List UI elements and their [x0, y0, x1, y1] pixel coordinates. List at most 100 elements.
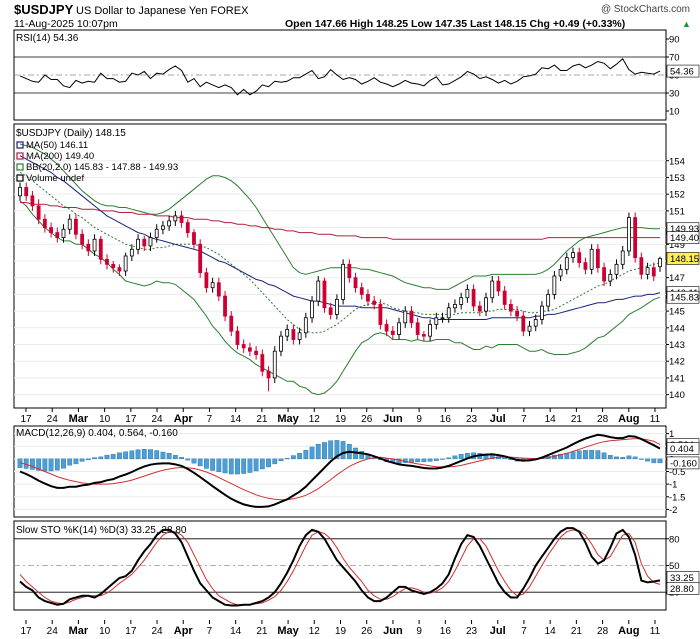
- macd-histogram-bar: [589, 450, 595, 460]
- candle-body: [359, 287, 364, 295]
- candle-body: [86, 243, 91, 252]
- x-axis-bottom-label: Apr: [174, 625, 194, 637]
- macd-histogram-bar: [36, 458, 42, 471]
- candle-body: [595, 248, 600, 269]
- quote-line: Open 147.66 High 148.25 Low 147.35 Last …: [285, 18, 625, 30]
- candle-body: [74, 218, 78, 235]
- x-axis-bottom: 17 24 Mar 10 17 24 Apr 7 14 21 May 12 19 26 Jun 9 16 23 Ju…: [20, 620, 661, 637]
- price-tag-box: [666, 231, 700, 244]
- x-axis-bottom-label: Jul: [490, 625, 506, 637]
- macd-histogram-bar: [148, 449, 153, 460]
- macd-histogram-bar: [272, 458, 278, 465]
- candle-body: [471, 288, 476, 307]
- candle-body: [24, 187, 29, 197]
- price-tick-label: 141: [669, 373, 685, 384]
- macd-histogram-bar: [297, 453, 303, 460]
- candle-body: [235, 330, 240, 345]
- candle-body: [378, 304, 383, 325]
- candle-body: [564, 257, 569, 270]
- candle-body: [465, 288, 470, 299]
- macd-histogram-bar: [309, 446, 315, 460]
- macd-histogram-bar: [657, 458, 663, 464]
- candle-body: [61, 228, 66, 238]
- symbol-title: $USDJPY: [14, 2, 74, 17]
- macd-histogram-bar: [172, 455, 178, 460]
- candle-body: [328, 307, 333, 315]
- macd-histogram-bar: [620, 457, 626, 460]
- candle-body: [490, 280, 495, 299]
- candle-body: [446, 307, 451, 319]
- macd-histogram-bar: [110, 454, 116, 460]
- macd-histogram-bar: [614, 456, 619, 460]
- macd-histogram-bar: [191, 458, 197, 464]
- price-tick-label: 145: [669, 307, 685, 318]
- candle-body: [210, 282, 215, 289]
- macd-histogram-bar: [216, 458, 222, 472]
- x-axis-top-label: 21: [571, 414, 583, 425]
- x-axis-top-label: Mar: [69, 413, 89, 425]
- macd-tick-label: -1: [669, 480, 677, 491]
- sto-value-tag-label: 33.25: [670, 573, 694, 584]
- x-axis-bottom-label: 10: [99, 626, 111, 637]
- x-axis-bottom-label: 28: [597, 626, 609, 637]
- candle-body: [179, 215, 184, 223]
- price-tick-label: 152: [669, 190, 685, 201]
- candle-body: [477, 305, 482, 312]
- x-axis-top-label: 12: [309, 414, 321, 425]
- x-axis-top-label: 14: [545, 414, 557, 425]
- x-axis-top-label: 26: [361, 414, 373, 425]
- candle-body: [285, 329, 290, 337]
- macd-histogram-bar: [30, 458, 35, 470]
- macd-value-tag-box: [666, 456, 700, 470]
- macd-histogram-bar: [334, 440, 340, 460]
- macd-tick-label: -2: [669, 505, 677, 516]
- legend-swatch: [16, 163, 24, 171]
- candle-body: [403, 310, 408, 324]
- price-panel: 1541531521511501491481471461451441431421…: [13, 123, 700, 409]
- legend-entry: Volume undef: [26, 173, 84, 184]
- candle-body: [651, 267, 656, 277]
- x-axis-bottom-label: Aug: [618, 625, 639, 637]
- candle-body: [55, 232, 60, 239]
- candle-body: [30, 195, 35, 207]
- bb-lower-line: [19, 200, 661, 396]
- x-axis-top-label: Apr: [174, 413, 194, 425]
- macd-histogram-bar: [222, 458, 228, 474]
- sto-label: Slow STO %K(14) %D(3) 33.25, 28.80: [16, 525, 187, 536]
- bb-middle-line: [19, 171, 661, 334]
- sto-k-line: [19, 527, 661, 607]
- macd-histogram-bar: [154, 450, 160, 460]
- macd-value-tag-label: 0.404: [670, 444, 694, 455]
- macd-histogram-bar: [409, 458, 414, 463]
- macd-histogram-bar: [440, 458, 445, 460]
- macd-signal-line: [19, 438, 661, 501]
- price-tick-label: 149: [669, 240, 685, 251]
- macd-histogram-bar: [117, 452, 122, 460]
- macd-histogram-bar: [129, 450, 135, 460]
- candle-body: [558, 268, 563, 277]
- candle-body: [322, 280, 327, 309]
- macd-histogram-bar: [160, 451, 166, 460]
- candle-body: [198, 243, 203, 274]
- macd-histogram-bar: [446, 457, 452, 460]
- candle-body: [620, 250, 625, 265]
- sto-d-line: [19, 529, 661, 606]
- candle-body: [148, 237, 153, 247]
- candle-body: [310, 300, 314, 319]
- candle-body: [173, 215, 178, 222]
- macd-histogram-bar: [340, 441, 346, 460]
- candle-body: [589, 248, 594, 270]
- macd-histogram-bar: [259, 458, 265, 470]
- x-axis-top-label: 10: [99, 414, 111, 425]
- x-axis-top-label: 7: [521, 414, 527, 425]
- rsi-tick-label: 90: [669, 35, 680, 46]
- price-tag-box: [666, 252, 700, 265]
- macd-histogram-bar: [303, 450, 309, 460]
- candle-body: [484, 297, 488, 312]
- sto-tick-label: 50: [669, 561, 680, 572]
- x-axis-bottom-label: 16: [440, 626, 452, 637]
- candle-body: [92, 238, 97, 252]
- macd-histogram-bar: [632, 456, 638, 460]
- candle-body: [204, 272, 209, 289]
- candle-body: [297, 332, 302, 340]
